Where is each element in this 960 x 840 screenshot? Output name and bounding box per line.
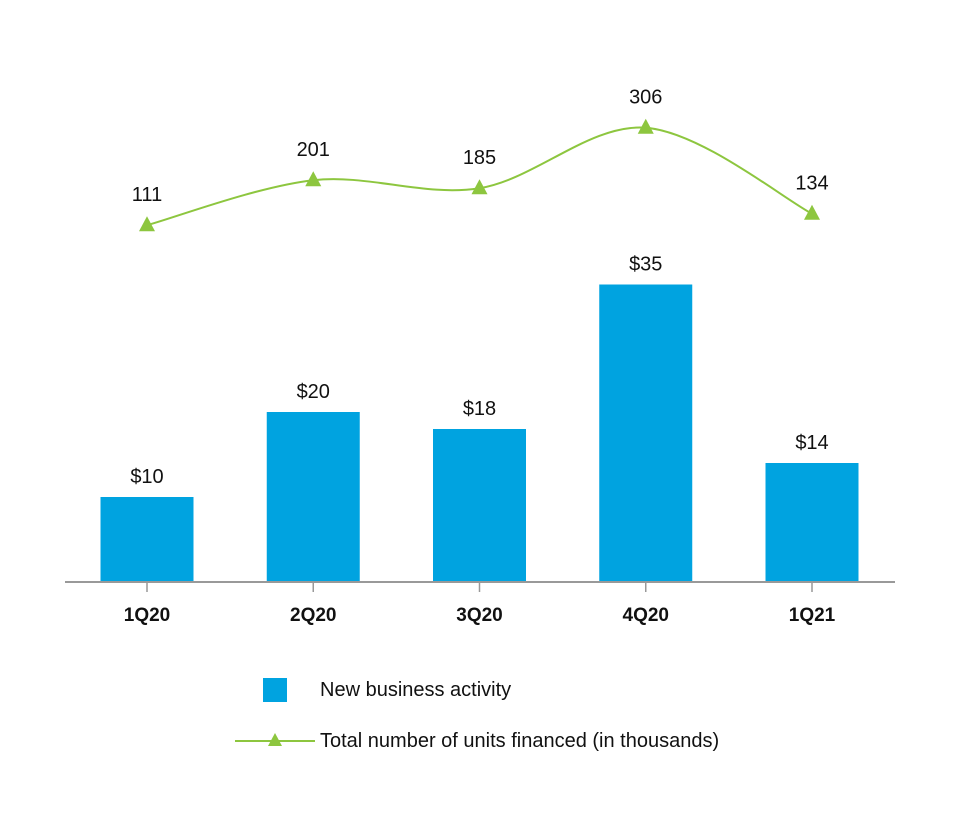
line-label-1Q21: 134: [795, 173, 828, 195]
line-marker-2Q20: [305, 171, 322, 187]
legend-bar-swatch: [263, 678, 287, 702]
bar-label-1Q21: $14: [795, 432, 828, 454]
x-tick-label-4Q20: 4Q20: [623, 605, 669, 626]
bar-1Q21: [765, 463, 859, 582]
x-axis: 1Q20 2Q20 3Q20 4Q20 1Q21: [65, 581, 895, 626]
x-tick-label-3Q20: 3Q20: [456, 605, 502, 626]
bar-label-2Q20: $20: [297, 381, 330, 403]
line-marker-1Q21: [804, 204, 820, 220]
bar-1Q20: [100, 497, 194, 582]
units-financed-line: [146, 126, 813, 227]
line-label-4Q20: 306: [629, 87, 662, 109]
legend-label-line: Total number of units financed (in thous…: [320, 729, 720, 752]
legend-item-line: Total number of units financed (in thous…: [230, 725, 870, 757]
legend: New business activity Total number of un…: [230, 674, 870, 776]
x-tick-label-1Q21: 1Q21: [789, 605, 836, 626]
line-marker-3Q20: [471, 179, 488, 195]
line-label-3Q20: 185: [463, 147, 496, 169]
line-marker-1Q20: [139, 216, 155, 232]
legend-item-bars: New business activity: [230, 674, 870, 706]
bar-3Q20: [433, 429, 526, 582]
bars-layer: [100, 284, 859, 582]
bar-4Q20: [599, 284, 693, 582]
line-label-2Q20: 201: [297, 139, 330, 161]
bar-label-3Q20: $18: [463, 398, 496, 420]
legend-line-swatch: [235, 733, 315, 746]
x-tick-label-1Q20: 1Q20: [124, 605, 170, 626]
labels-layer: $10 $20 $18 $35 $14 111 201 185 306 134: [130, 87, 828, 488]
line-layer: [139, 118, 820, 232]
bar-label-4Q20: $35: [629, 254, 662, 276]
x-tick-label-2Q20: 2Q20: [290, 605, 336, 626]
bar-2Q20: [266, 412, 360, 582]
legend-label-bars: New business activity: [320, 678, 512, 701]
line-marker-4Q20: [637, 118, 654, 134]
bar-label-1Q20: $10: [130, 466, 163, 488]
chart: 1Q20 2Q20 3Q20 4Q20 1Q21 $10 $20 $18 $35 $14 111 2…: [65, 87, 895, 626]
line-label-1Q20: 111: [132, 184, 162, 206]
